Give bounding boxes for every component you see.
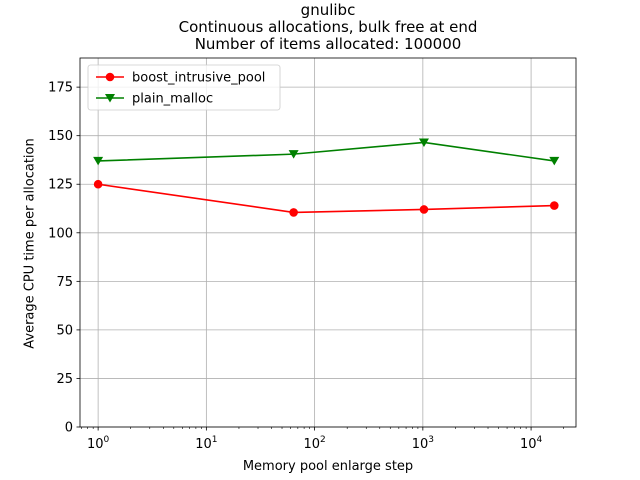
legend-label: plain_malloc <box>132 92 213 107</box>
y-tick-label: 175 <box>48 81 73 96</box>
x-tick-label: 101 <box>195 435 217 452</box>
chart-title-line-1: gnulibc <box>300 1 356 19</box>
series-line <box>98 141 555 162</box>
y-tick-label: 75 <box>56 275 73 290</box>
x-tick-label: 103 <box>412 435 434 452</box>
legend-marker <box>105 94 115 103</box>
legend-box <box>87 64 281 111</box>
legend-item: plain_malloc <box>96 92 213 107</box>
data-point <box>93 179 103 189</box>
data-point <box>549 201 559 210</box>
x-tick-label: 102 <box>303 435 325 452</box>
data-point <box>289 208 298 217</box>
data-point <box>418 138 429 147</box>
chart-title-line-2: Continuous allocations, bulk free at end <box>178 18 478 36</box>
y-tick-label: 25 <box>56 372 73 387</box>
data-point <box>288 150 299 159</box>
y-tick-label: 125 <box>48 178 73 193</box>
y-axis-label: Average CPU time per allocation <box>22 138 38 349</box>
legend: boost_intrusive_pool plain_malloc <box>87 64 281 111</box>
legend-label: boost_intrusive_pool <box>132 71 265 86</box>
y-tick-label: 0 <box>65 421 73 436</box>
y-tick-label: 50 <box>56 323 73 338</box>
y-tick-label: 100 <box>48 226 73 241</box>
axes-frame <box>79 57 577 428</box>
plot-background <box>80 58 576 427</box>
x-tick-label: 104 <box>520 435 543 452</box>
data-point <box>93 156 104 166</box>
x-axis-label: Memory pool enlarge step <box>242 459 414 474</box>
legend-item: boost_intrusive_pool <box>96 71 265 86</box>
series-boost-intrusive-pool <box>93 179 559 217</box>
series-plain-malloc <box>93 138 560 166</box>
chart-title-line-3: Number of items allocated: 100000 <box>194 35 462 53</box>
x-tick-label: 100 <box>87 435 110 452</box>
legend-marker <box>105 72 115 82</box>
data-point <box>549 156 560 166</box>
y-tick-label: 150 <box>48 129 73 144</box>
series-line <box>98 183 555 214</box>
data-point <box>419 205 429 214</box>
